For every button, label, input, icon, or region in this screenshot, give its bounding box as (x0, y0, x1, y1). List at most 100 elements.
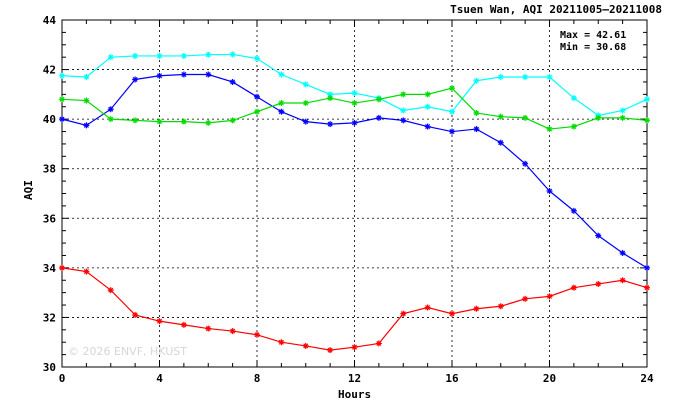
data-point (351, 100, 358, 107)
data-point (570, 123, 577, 130)
point-marker-stroke (254, 109, 260, 115)
point-marker-stroke (620, 107, 626, 113)
data-point (83, 122, 90, 129)
point-marker-stroke (376, 115, 382, 121)
data-point (619, 277, 626, 284)
data-point (449, 128, 455, 135)
stats-box: Max = 42.61 Min = 30.68 (560, 30, 626, 54)
data-point (254, 55, 260, 62)
point-marker-stroke (425, 124, 431, 130)
y-tick-label: 40 (43, 113, 56, 126)
point-marker-stroke (595, 115, 601, 121)
data-point (570, 95, 577, 102)
point-marker-stroke (473, 78, 479, 84)
point-marker-stroke (254, 94, 260, 100)
point-marker-stroke (327, 121, 333, 127)
plot-frame (61, 19, 648, 368)
point-marker-stroke (522, 115, 528, 121)
point-marker-stroke (595, 281, 601, 287)
point-marker-stroke (473, 110, 479, 116)
data-point (156, 72, 163, 79)
data-point (254, 93, 260, 100)
y-tick-label: 44 (43, 14, 57, 27)
point-marker-stroke (59, 96, 65, 102)
point-marker-stroke (230, 328, 236, 334)
point-marker-stroke (546, 188, 553, 194)
point-marker-stroke (83, 98, 89, 104)
data-point (473, 126, 480, 133)
point-marker-stroke (108, 54, 114, 60)
point-marker-stroke (205, 72, 211, 78)
data-point (497, 74, 504, 81)
point-marker-stroke (449, 311, 455, 317)
data-point (156, 118, 163, 125)
y-tick-label: 42 (43, 64, 56, 77)
data-point (351, 90, 358, 97)
point-marker-stroke (278, 100, 284, 106)
data-point (59, 116, 65, 123)
point-marker-stroke (425, 91, 431, 97)
point-marker-stroke (327, 347, 333, 353)
data-point (546, 293, 553, 300)
y-axis-label: AQI (22, 180, 35, 200)
point-marker-stroke (351, 120, 358, 126)
point-marker-stroke (83, 74, 89, 80)
data-point (473, 305, 480, 312)
data-point (522, 295, 529, 302)
data-point (546, 126, 553, 133)
point-marker-stroke (132, 53, 138, 59)
data-point (375, 340, 382, 347)
point-marker-stroke (644, 285, 650, 291)
point-marker-stroke (425, 304, 431, 311)
data-point (302, 342, 309, 349)
point-marker-stroke (620, 277, 626, 283)
data-point (595, 280, 602, 287)
data-point (400, 310, 407, 317)
data-point (327, 347, 334, 354)
data-point (59, 96, 65, 103)
point-marker-stroke (449, 109, 455, 115)
watermark: © 2026 ENVF, HKUST (68, 345, 187, 358)
data-point (644, 96, 650, 103)
point-marker-stroke (595, 233, 601, 239)
point-marker-stroke (400, 91, 406, 97)
point-marker-stroke (181, 53, 187, 59)
y-tick-label: 38 (43, 163, 56, 176)
point-marker-stroke (327, 91, 333, 97)
point-marker-stroke (571, 285, 577, 291)
point-marker-stroke (400, 311, 406, 317)
data-point (205, 325, 212, 332)
point-marker-stroke (59, 265, 65, 271)
data-point (278, 339, 285, 346)
data-point (302, 100, 309, 107)
point-marker-stroke (156, 318, 163, 324)
x-tick-label: 12 (348, 372, 361, 385)
data-point (302, 81, 309, 88)
data-point (424, 304, 431, 311)
data-point (132, 311, 139, 318)
data-point (156, 52, 163, 59)
x-axis-label: Hours (338, 388, 372, 401)
data-point (59, 264, 65, 271)
point-marker-stroke (278, 72, 284, 78)
data-point (351, 119, 358, 126)
data-point (595, 114, 602, 121)
data-point (644, 264, 650, 271)
data-point (400, 107, 407, 114)
point-marker-stroke (59, 116, 65, 122)
data-point (132, 117, 139, 124)
data-point (83, 74, 90, 81)
data-point (449, 85, 455, 92)
data-point (424, 123, 431, 130)
point-marker-stroke (132, 312, 138, 318)
y-tick-label: 30 (43, 361, 56, 374)
x-tick-label: 8 (254, 372, 261, 385)
point-marker-stroke (571, 208, 577, 214)
data-point (180, 118, 187, 125)
data-point (278, 108, 285, 115)
x-tick-label: 24 (640, 372, 654, 385)
data-point (522, 114, 529, 121)
point-marker-stroke (546, 126, 553, 132)
point-marker-stroke (449, 129, 455, 135)
point-marker-stroke (620, 115, 626, 121)
